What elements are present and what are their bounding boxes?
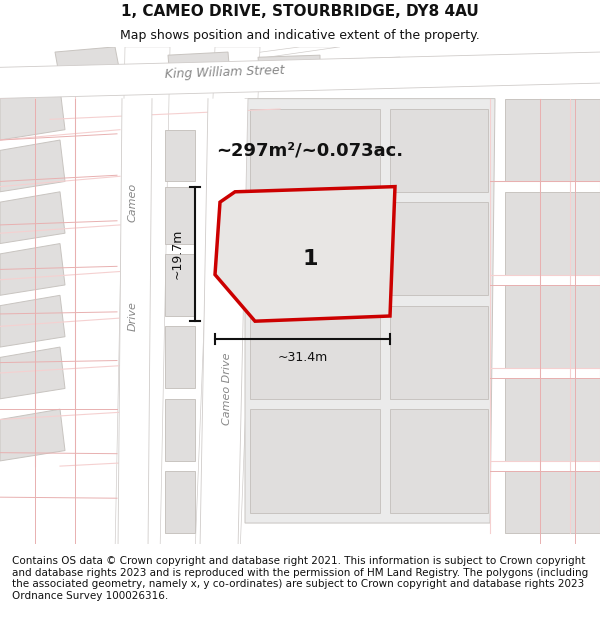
Text: Cameo Drive: Cameo Drive — [222, 352, 232, 425]
Polygon shape — [165, 129, 195, 181]
Polygon shape — [568, 58, 600, 80]
Polygon shape — [505, 378, 600, 461]
Polygon shape — [200, 99, 248, 549]
Text: ~19.7m: ~19.7m — [170, 229, 184, 279]
Polygon shape — [0, 140, 65, 192]
Polygon shape — [55, 47, 120, 80]
Polygon shape — [165, 254, 195, 316]
Text: Contains OS data © Crown copyright and database right 2021. This information is : Contains OS data © Crown copyright and d… — [12, 556, 588, 601]
Polygon shape — [245, 99, 495, 523]
Polygon shape — [0, 88, 65, 140]
Polygon shape — [195, 47, 260, 554]
Polygon shape — [0, 347, 65, 399]
Polygon shape — [505, 192, 600, 274]
Polygon shape — [165, 326, 195, 389]
Text: Drive: Drive — [128, 301, 138, 331]
Polygon shape — [390, 109, 488, 192]
Polygon shape — [505, 285, 600, 368]
Polygon shape — [115, 47, 170, 554]
Polygon shape — [165, 187, 195, 244]
Polygon shape — [250, 109, 380, 192]
Polygon shape — [343, 58, 400, 80]
Polygon shape — [250, 202, 380, 295]
Polygon shape — [165, 471, 195, 533]
Polygon shape — [168, 52, 230, 80]
Polygon shape — [503, 58, 560, 80]
Polygon shape — [0, 295, 65, 347]
Polygon shape — [0, 244, 65, 295]
Text: ~297m²/~0.073ac.: ~297m²/~0.073ac. — [217, 141, 404, 159]
Polygon shape — [215, 187, 395, 321]
Polygon shape — [390, 409, 488, 512]
Text: ~31.4m: ~31.4m — [277, 351, 328, 364]
Polygon shape — [505, 99, 600, 181]
Polygon shape — [250, 409, 380, 512]
Polygon shape — [165, 399, 195, 461]
Polygon shape — [250, 306, 380, 399]
Polygon shape — [0, 47, 340, 88]
Polygon shape — [390, 306, 488, 399]
Polygon shape — [423, 58, 480, 80]
Polygon shape — [0, 52, 600, 99]
Polygon shape — [258, 55, 320, 80]
Polygon shape — [0, 409, 65, 461]
Text: King William Street: King William Street — [165, 64, 285, 81]
Text: Map shows position and indicative extent of the property.: Map shows position and indicative extent… — [120, 29, 480, 42]
Text: Cameo: Cameo — [128, 182, 138, 222]
Polygon shape — [0, 192, 65, 244]
Text: 1: 1 — [302, 249, 318, 269]
Polygon shape — [505, 471, 600, 533]
Polygon shape — [118, 99, 152, 549]
Text: 1, CAMEO DRIVE, STOURBRIDGE, DY8 4AU: 1, CAMEO DRIVE, STOURBRIDGE, DY8 4AU — [121, 4, 479, 19]
Polygon shape — [390, 202, 488, 295]
